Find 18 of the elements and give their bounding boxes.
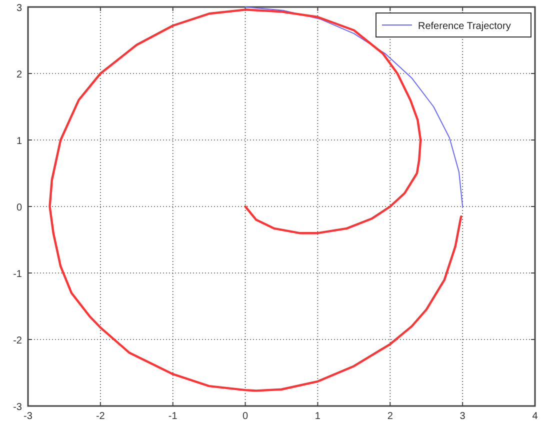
y-tick-label: 2 [16,70,22,80]
y-tick-label: -1 [13,269,22,280]
line-series [48,8,462,392]
x-tick-label: 0 [242,411,249,422]
y-tick-label: -3 [13,402,22,413]
x-tick-label: -3 [24,411,33,422]
y-tick-label: -2 [13,336,22,346]
y-tick-label: 1 [16,136,22,147]
y-tick-label: 0 [16,202,22,214]
x-tick-label: 3 [460,411,466,422]
legend-label: Reference Trajectory [418,21,511,32]
x-tick-label: 1 [314,411,321,422]
x-tick-label: -1 [168,411,178,422]
y-tick-label: 3 [16,3,22,14]
x-tick-label: -2 [96,411,106,422]
x-tick-label: 2 [387,411,394,422]
line-series [244,6,464,207]
x-tick-label: 4 [532,411,538,422]
